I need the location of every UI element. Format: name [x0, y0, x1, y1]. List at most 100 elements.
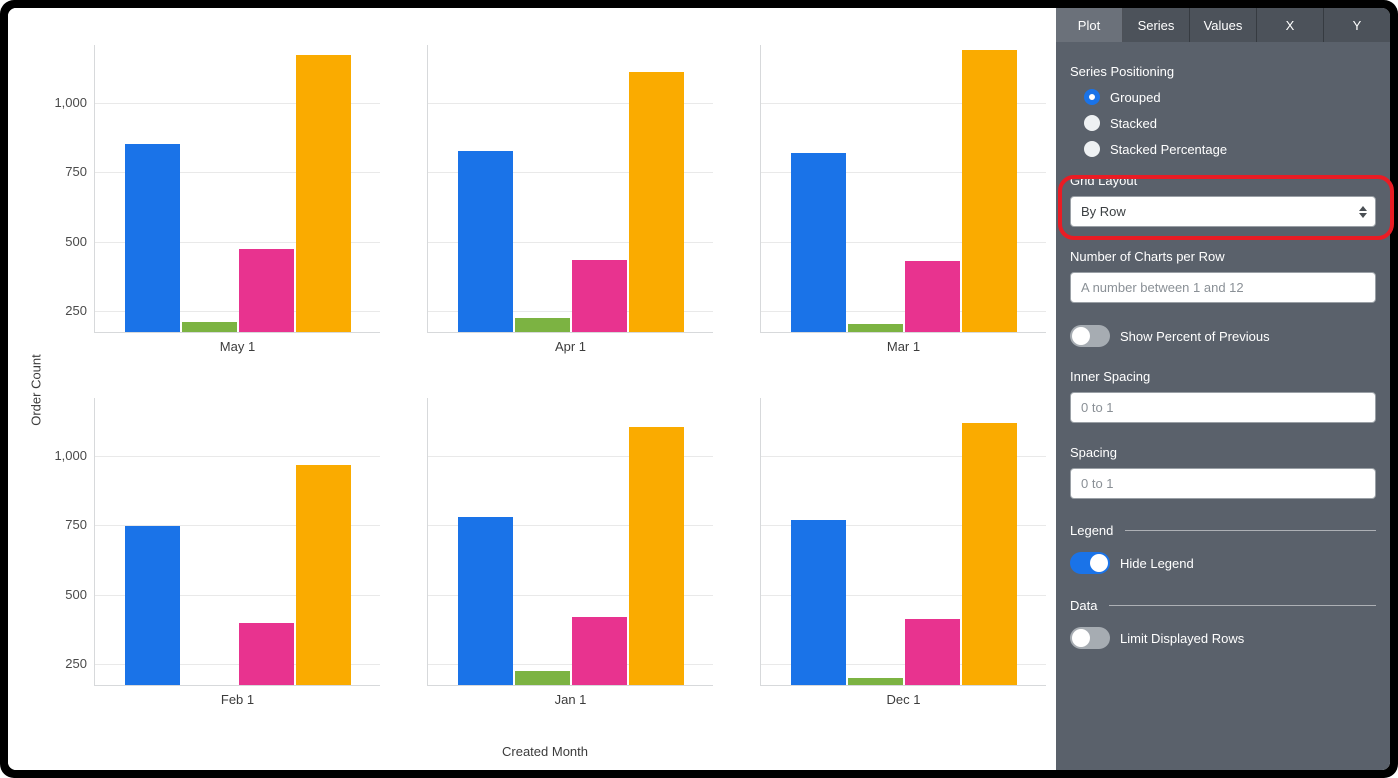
- radio-stacked-percentage[interactable]: Stacked Percentage: [1084, 141, 1376, 157]
- facet-label: Apr 1: [554, 339, 587, 354]
- gridline: [95, 241, 380, 243]
- x-axis-title: Created Month: [502, 744, 588, 759]
- radio-stacked-label: Stacked: [1110, 115, 1157, 131]
- bar-blue[interactable]: [458, 517, 513, 685]
- bar-orange[interactable]: [296, 55, 351, 332]
- bar-green[interactable]: [848, 678, 903, 685]
- grid-layout-select[interactable]: By Row: [1070, 196, 1376, 227]
- facet-label: Dec 1: [886, 692, 921, 707]
- y-tick-label: 500: [65, 233, 87, 249]
- small-multiple-chart: Dec 1: [760, 398, 1046, 707]
- gridline: [95, 456, 380, 458]
- gridline: [761, 663, 1046, 665]
- bar-orange[interactable]: [962, 423, 1017, 685]
- charts-grid: Order Count Created Month 250 500 750 1,000…: [8, 8, 1056, 770]
- gridline: [428, 663, 713, 665]
- data-section-header: Data: [1070, 598, 1376, 613]
- legend-section-header: Legend: [1070, 523, 1376, 538]
- bar-pink[interactable]: [572, 260, 627, 332]
- radio-grouped[interactable]: Grouped: [1084, 89, 1376, 105]
- limit-displayed-rows-toggle[interactable]: [1070, 627, 1110, 649]
- gridline: [428, 310, 713, 312]
- select-updown-icon: [1359, 205, 1367, 218]
- gridline: [761, 241, 1046, 243]
- bar-orange[interactable]: [296, 464, 351, 685]
- show-percent-of-previous-label: Show Percent of Previous: [1120, 328, 1270, 344]
- bar-orange[interactable]: [962, 49, 1017, 332]
- gridline: [428, 241, 713, 243]
- radio-grouped-icon[interactable]: [1084, 89, 1100, 105]
- inner-spacing-input[interactable]: [1070, 392, 1376, 423]
- gridline: [761, 525, 1046, 527]
- bar-green[interactable]: [515, 671, 570, 685]
- radio-stacked[interactable]: Stacked: [1084, 115, 1376, 131]
- gridline: [95, 525, 380, 527]
- bar-pink[interactable]: [905, 618, 960, 685]
- tab-values[interactable]: Values: [1190, 8, 1257, 42]
- hide-legend-label: Hide Legend: [1120, 555, 1194, 571]
- grid-layout-value: By Row: [1081, 204, 1126, 219]
- bar-blue[interactable]: [791, 520, 846, 685]
- show-percent-of-previous-toggle[interactable]: [1070, 325, 1110, 347]
- facet-label: May 1: [219, 339, 256, 354]
- data-section-label: Data: [1070, 598, 1098, 613]
- bar-green[interactable]: [515, 318, 570, 332]
- gridline: [428, 525, 713, 527]
- bar-green[interactable]: [848, 323, 903, 332]
- data-divider: [1109, 605, 1376, 606]
- hide-legend-toggle[interactable]: [1070, 552, 1110, 574]
- y-tick-label: 750: [65, 517, 87, 533]
- tab-series[interactable]: Series: [1123, 8, 1190, 42]
- small-multiple-chart: Mar 1: [760, 45, 1046, 354]
- radio-stacked-percentage-label: Stacked Percentage: [1110, 141, 1228, 157]
- bar-pink[interactable]: [239, 622, 294, 685]
- facet-label: Mar 1: [886, 339, 921, 354]
- limit-displayed-rows-row: Limit Displayed Rows: [1070, 627, 1376, 649]
- small-multiple-chart: 250 500 750 1,000 Feb 1: [54, 398, 380, 707]
- bar-pink[interactable]: [239, 248, 294, 332]
- legend-section-label: Legend: [1070, 523, 1114, 538]
- charts-per-row-input[interactable]: [1070, 272, 1376, 303]
- bar-orange[interactable]: [629, 71, 684, 332]
- y-axis-title: Order Count: [28, 354, 44, 426]
- y-tick-label: 250: [65, 655, 87, 671]
- gridline: [95, 663, 380, 665]
- small-multiple-chart: Jan 1: [427, 398, 713, 707]
- tab-y[interactable]: Y: [1352, 17, 1362, 33]
- bar-pink[interactable]: [572, 617, 627, 685]
- gridline: [761, 310, 1046, 312]
- radio-grouped-label: Grouped: [1110, 89, 1161, 105]
- y-tick-label: 1,000: [54, 95, 87, 111]
- charts-per-row-label: Number of Charts per Row: [1070, 249, 1225, 264]
- spacing-input[interactable]: [1070, 468, 1376, 499]
- gridline: [761, 103, 1046, 105]
- bar-green[interactable]: [182, 322, 237, 332]
- y-tick-label: 1,000: [54, 448, 87, 464]
- y-tick-label: 250: [65, 302, 87, 318]
- bar-blue[interactable]: [458, 150, 513, 332]
- facet-label: Jan 1: [554, 692, 587, 707]
- app-window: Order Count Created Month 250 500 750 1,000…: [8, 8, 1390, 770]
- bar-blue[interactable]: [125, 143, 180, 332]
- bar-orange[interactable]: [629, 427, 684, 685]
- gridline: [428, 456, 713, 458]
- gridline: [428, 172, 713, 174]
- gridline: [428, 103, 713, 105]
- panel-body: Series Positioning Grouped Stacked Stack…: [1056, 42, 1390, 663]
- radio-stacked-percentage-icon[interactable]: [1084, 141, 1100, 157]
- show-percent-of-previous-row: Show Percent of Previous: [1070, 325, 1376, 347]
- tab-x[interactable]: X: [1257, 8, 1324, 42]
- gridline: [95, 172, 380, 174]
- bar-blue[interactable]: [791, 153, 846, 332]
- series-positioning-label: Series Positioning: [1070, 64, 1175, 79]
- gridline: [761, 172, 1046, 174]
- inner-spacing-label: Inner Spacing: [1070, 369, 1151, 384]
- bar-blue[interactable]: [125, 525, 180, 685]
- gridline: [761, 456, 1046, 458]
- small-multiple-chart: Apr 1: [427, 45, 713, 354]
- tab-plot[interactable]: Plot: [1056, 8, 1123, 42]
- spacing-label: Spacing: [1070, 445, 1117, 460]
- gridline: [95, 103, 380, 105]
- bar-pink[interactable]: [905, 261, 960, 332]
- radio-stacked-icon[interactable]: [1084, 115, 1100, 131]
